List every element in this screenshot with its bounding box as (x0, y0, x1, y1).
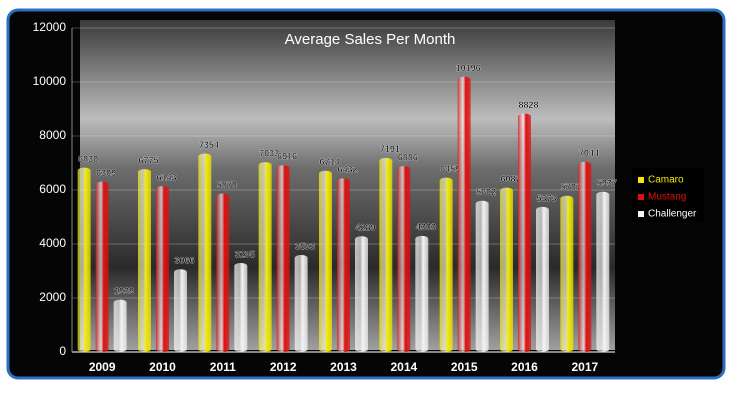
data-label: 4303 (416, 222, 436, 232)
bar (294, 254, 308, 352)
data-label: 6916 (277, 152, 297, 162)
bar (216, 193, 230, 352)
x-tick-label: 2010 (149, 360, 176, 374)
data-label: 6087 (500, 174, 520, 184)
x-tick-label: 2012 (270, 360, 297, 374)
bar (355, 236, 368, 352)
data-label: 6775 (138, 155, 158, 165)
bar (113, 299, 127, 352)
y-tick-label: 8000 (39, 128, 66, 142)
bar (415, 235, 429, 352)
data-label: 3066 (174, 256, 194, 266)
bar (578, 161, 592, 352)
data-label: 7354 (199, 140, 219, 150)
bar (174, 269, 187, 352)
bar (337, 178, 350, 352)
x-tick-label: 2009 (89, 360, 116, 374)
data-label: 7033 (259, 148, 279, 158)
data-label: 6886 (398, 152, 418, 162)
x-tick-label: 2017 (571, 360, 598, 374)
bar (518, 113, 531, 352)
data-label: 5937 (597, 178, 617, 188)
data-label: 4289 (355, 223, 375, 233)
legend-label: Mustang (648, 192, 686, 203)
bar (457, 76, 471, 352)
legend-label: Challenger (648, 209, 697, 220)
bar (500, 187, 513, 352)
y-tick-label: 6000 (39, 182, 66, 196)
data-label: 6459 (440, 164, 460, 174)
legend-swatch (638, 177, 644, 183)
data-label: 5602 (476, 187, 496, 197)
bar (439, 177, 453, 352)
bar (319, 170, 332, 352)
data-label: 6309 (96, 168, 116, 178)
data-label: 5787 (561, 182, 581, 192)
data-label: 3295 (235, 249, 255, 259)
data-label: 5373 (536, 193, 556, 203)
data-label: 10196 (456, 63, 481, 73)
y-tick-label: 12000 (33, 20, 67, 34)
bar (258, 162, 272, 352)
x-tick-label: 2016 (511, 360, 538, 374)
data-label: 6830 (78, 154, 98, 164)
bar (276, 165, 290, 352)
data-label: 6432 (337, 165, 357, 175)
bar (138, 169, 151, 352)
legend-swatch (638, 211, 644, 217)
y-tick-label: 0 (59, 344, 66, 358)
data-label: 6143 (156, 173, 176, 183)
bar (156, 186, 169, 352)
bar (536, 206, 549, 352)
y-tick-label: 10000 (33, 74, 67, 88)
data-label: 7044 (579, 148, 599, 158)
legend-swatch (638, 194, 644, 200)
x-tick-label: 2015 (451, 360, 478, 374)
x-tick-label: 2011 (210, 360, 236, 374)
bar (77, 167, 91, 352)
bar (596, 191, 610, 352)
legend-label: Camaro (648, 175, 684, 186)
bar (560, 195, 574, 352)
y-tick-label: 4000 (39, 236, 66, 250)
data-label: 8828 (518, 100, 538, 110)
x-tick-label: 2014 (390, 360, 417, 374)
y-tick-label: 2000 (39, 290, 66, 304)
bar (379, 157, 393, 352)
data-label: 3593 (295, 241, 315, 251)
chart-title: Average Sales Per Month (285, 31, 456, 48)
bar (198, 153, 212, 352)
bar (234, 263, 248, 352)
data-label: 1939 (114, 286, 134, 296)
bar (397, 166, 411, 352)
data-label: 6714 (319, 157, 339, 167)
x-tick-label: 2013 (330, 360, 357, 374)
bar (475, 200, 489, 352)
data-label: 5870 (217, 180, 237, 190)
data-label: 7191 (380, 144, 400, 154)
bar (95, 181, 109, 352)
